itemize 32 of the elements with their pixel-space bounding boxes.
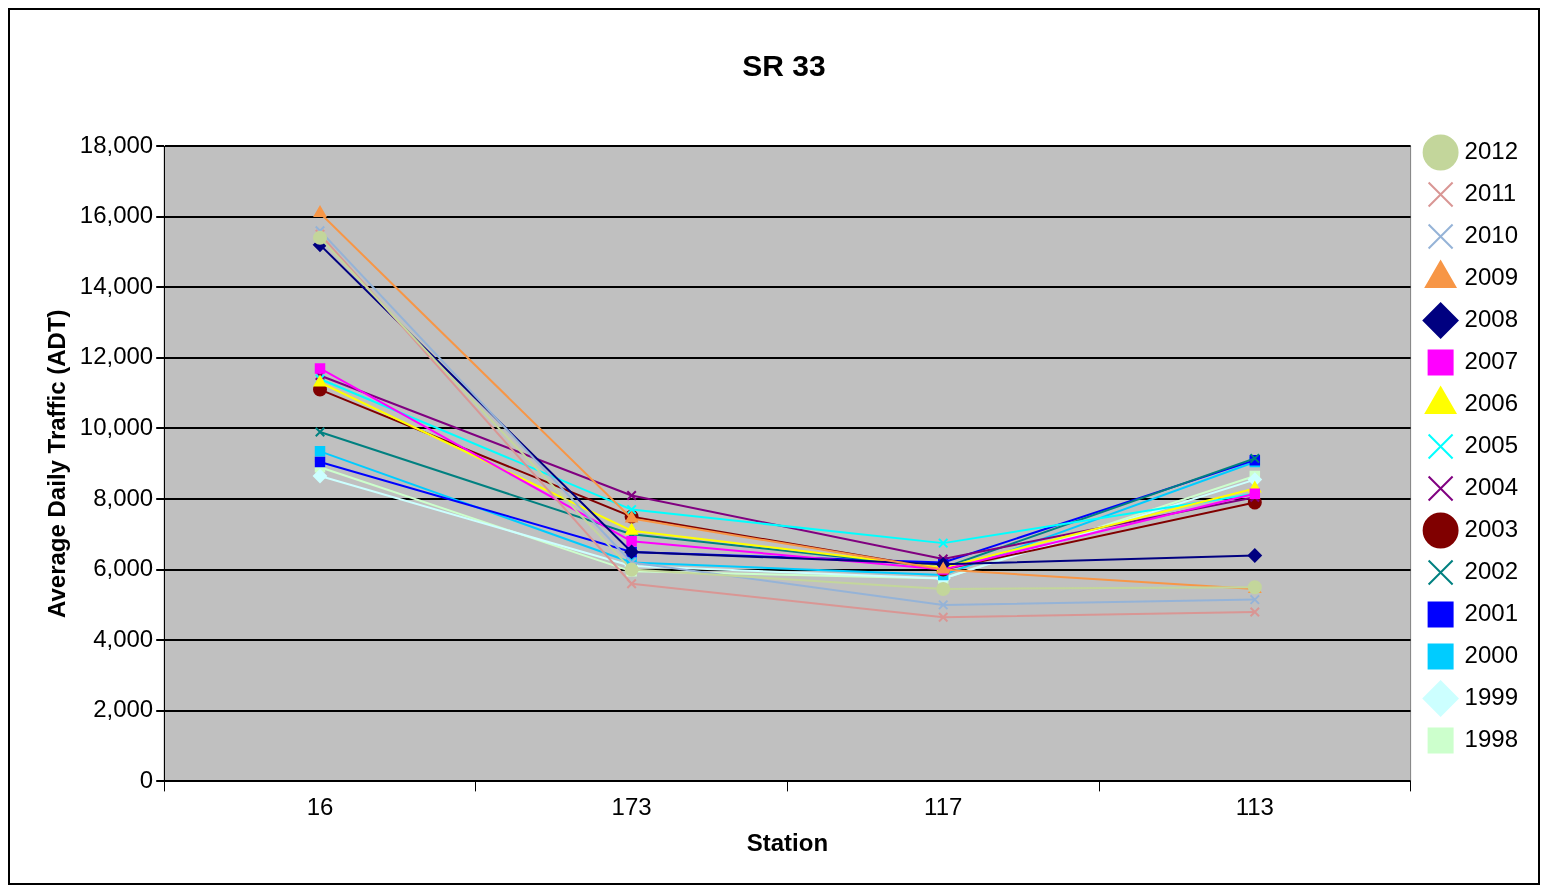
legend-label: 2007 <box>1464 347 1518 375</box>
legend-label: 2008 <box>1464 305 1518 333</box>
legend-label: 2002 <box>1464 557 1518 585</box>
y-tick-label: 14,000 <box>79 271 154 299</box>
chart-title: SR 33 <box>742 49 826 83</box>
legend-label: 2009 <box>1464 263 1518 291</box>
legend-label: 2004 <box>1464 473 1518 501</box>
legend-label: 2006 <box>1464 389 1518 417</box>
y-tick-label: 6,000 <box>93 554 154 582</box>
x-tick-label: 173 <box>611 793 652 821</box>
legend-label: 2010 <box>1464 221 1518 249</box>
y-tick-label: 18,000 <box>79 130 154 158</box>
x-axis-title: Station <box>746 829 829 857</box>
y-tick-label: 10,000 <box>79 413 154 441</box>
x-tick-label: 113 <box>1235 793 1274 821</box>
x-tick-label: 16 <box>306 793 334 821</box>
y-tick-label: 8,000 <box>93 483 154 511</box>
legend-label: 2001 <box>1464 599 1518 627</box>
legend-label: 2005 <box>1464 431 1518 459</box>
legend-label: 2011 <box>1464 179 1517 207</box>
y-tick-label: 4,000 <box>93 624 154 652</box>
legend-label: 1998 <box>1464 725 1518 753</box>
x-tick-label: 117 <box>924 793 963 821</box>
y-tick-label: 0 <box>139 766 154 794</box>
y-tick-label: 12,000 <box>79 342 154 370</box>
y-tick-label: 16,000 <box>79 201 154 229</box>
legend-label: 2012 <box>1464 137 1518 165</box>
legend-label: 2000 <box>1464 641 1518 669</box>
legend-label: 1999 <box>1464 683 1518 711</box>
legend-label: 2003 <box>1464 515 1518 543</box>
y-axis-title: Average Daily Traffic (ADT) <box>43 309 71 618</box>
y-tick-label: 2,000 <box>93 695 154 723</box>
